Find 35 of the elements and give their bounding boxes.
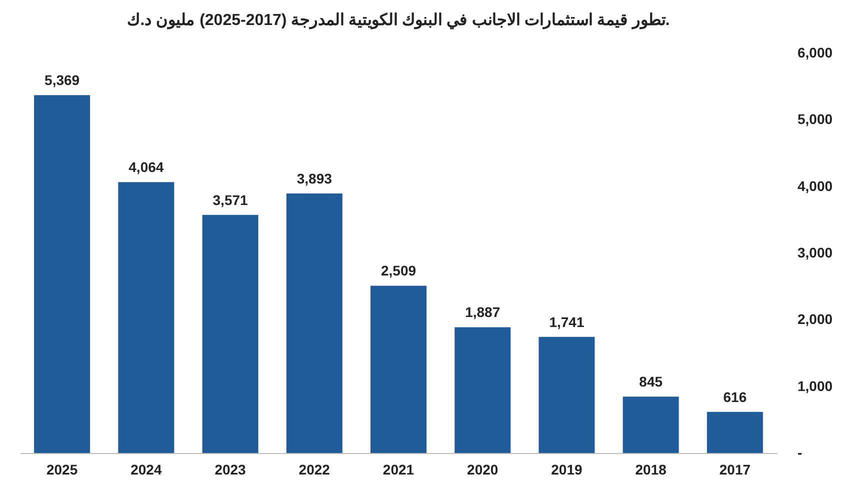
x-tick-label: 2017 — [719, 462, 751, 478]
y-tick-label: 6,000 — [798, 44, 833, 60]
data-label: 1,887 — [465, 304, 500, 320]
y-tick-label: 5,000 — [798, 111, 833, 128]
data-label: 845 — [639, 374, 663, 390]
bar — [454, 327, 511, 453]
bar — [118, 182, 174, 453]
bar — [34, 95, 90, 453]
data-label: 3,571 — [212, 192, 248, 208]
bar — [202, 214, 258, 453]
data-label: 3,893 — [296, 170, 332, 186]
x-tick-label: 2024 — [130, 462, 162, 478]
x-tick-label: 2019 — [551, 462, 583, 478]
y-tick-label: 4,000 — [798, 178, 833, 194]
data-label: 2,509 — [380, 262, 416, 279]
bar — [370, 286, 426, 453]
y-tick-label: 2,000 — [798, 311, 833, 328]
y-tick-label: 3,000 — [798, 244, 833, 260]
chart-title: تطور قيمة استثمارات الاجانب في البنوك الكويتية المدرجة (2017-2025) مليون د.ك. — [127, 12, 670, 30]
x-tick-label: 2021 — [382, 462, 414, 478]
bar — [538, 336, 595, 453]
x-tick-label: 2023 — [214, 462, 246, 478]
y-tick-label: 1,000 — [798, 378, 833, 394]
x-tick-label: 2025 — [46, 462, 78, 478]
bar — [286, 193, 342, 453]
x-tick-label: 2018 — [635, 462, 667, 478]
x-tick-label: 2020 — [467, 462, 498, 478]
data-label: 616 — [723, 388, 747, 405]
bar — [622, 396, 679, 453]
data-label: 1,741 — [549, 314, 584, 330]
y-tick-label: - — [798, 444, 802, 460]
x-tick-label: 2022 — [298, 462, 330, 478]
data-label: 5,369 — [44, 72, 80, 88]
data-label: 4,064 — [128, 159, 164, 176]
bar — [706, 412, 763, 453]
